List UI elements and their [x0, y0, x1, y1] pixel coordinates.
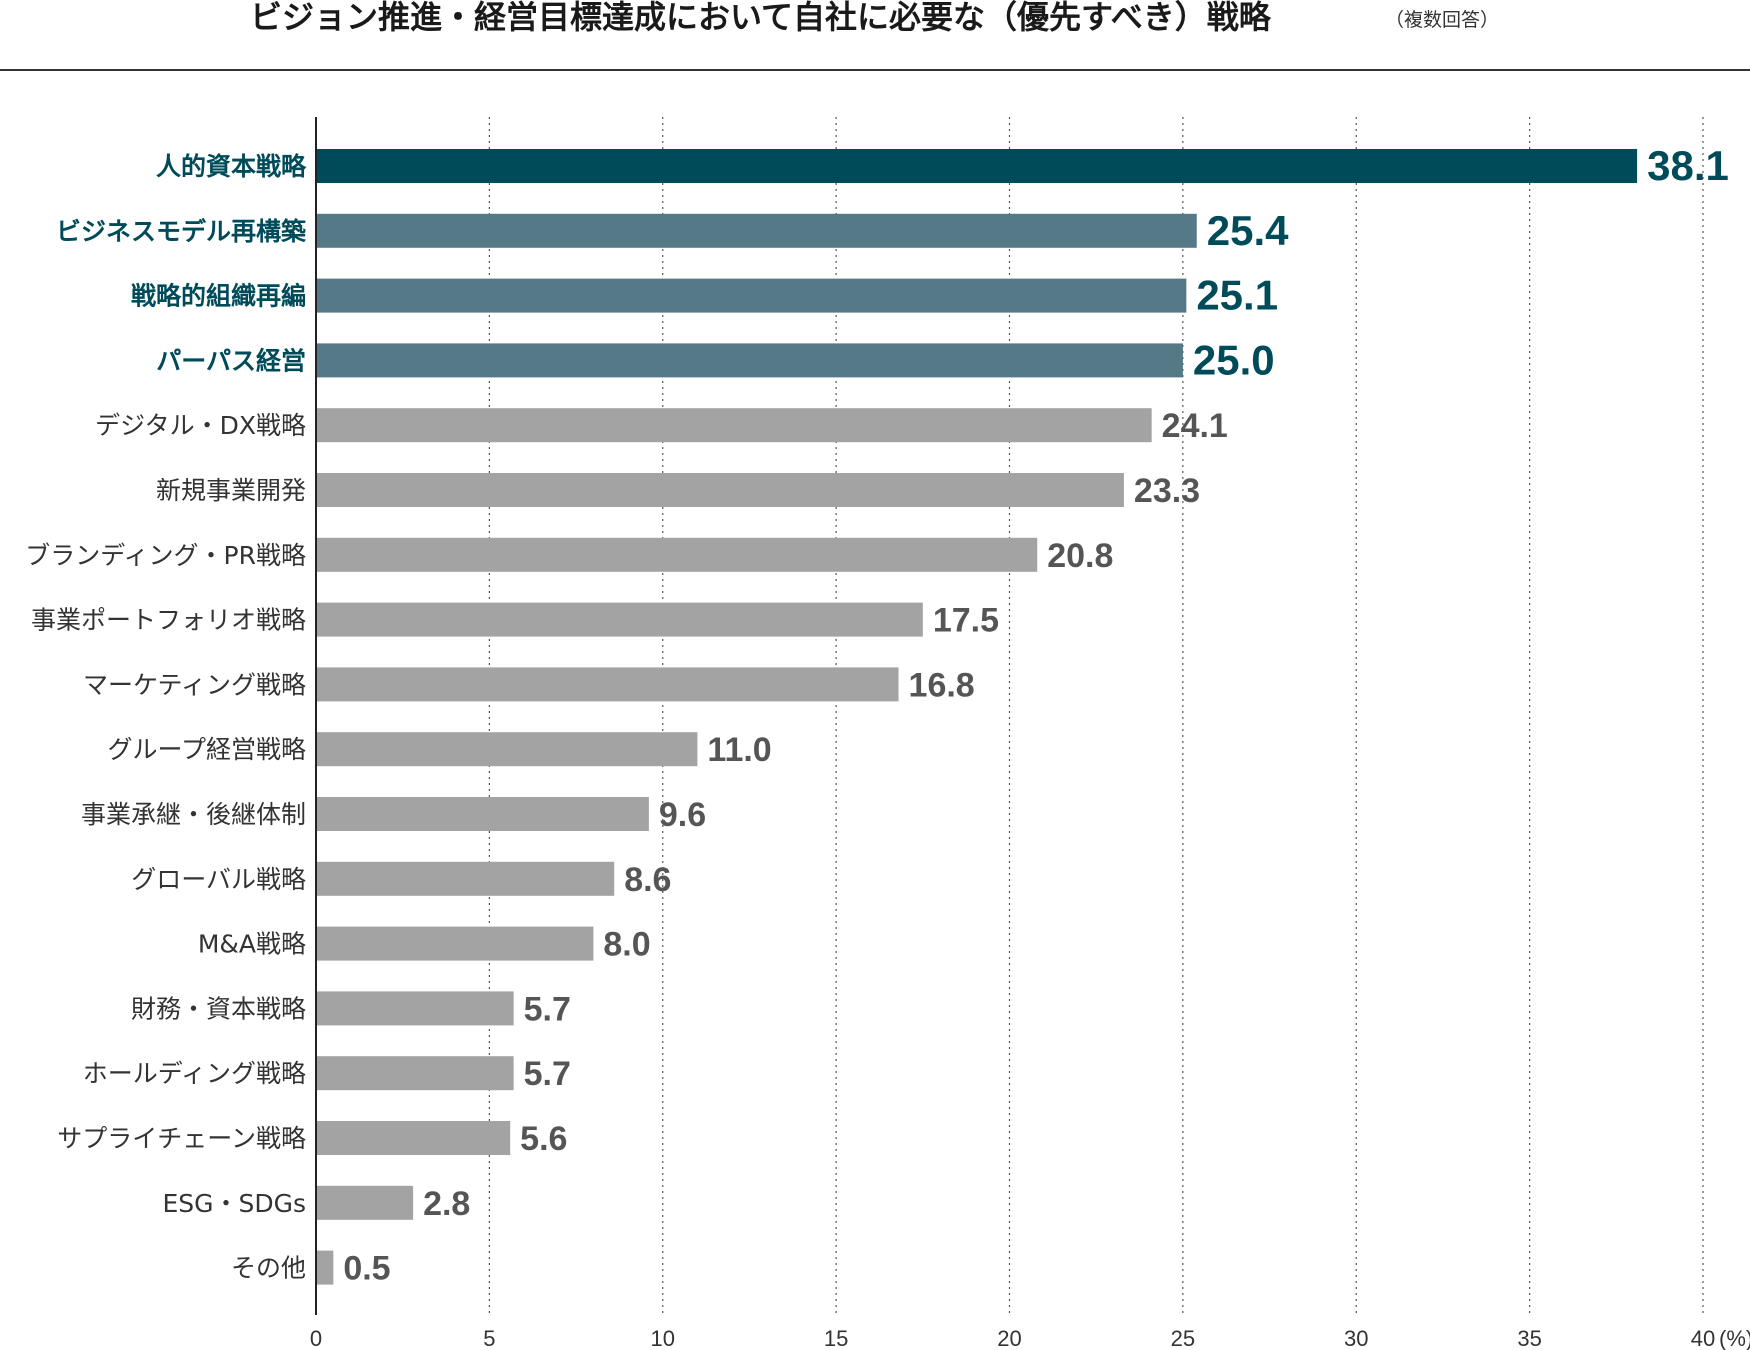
bar: [317, 1121, 511, 1155]
value-label: 0.5: [343, 1250, 390, 1288]
bar: [317, 408, 1152, 443]
category-label: ESG・SDGs: [162, 1189, 306, 1218]
bar: [317, 732, 698, 767]
category-label: パーパス経営: [156, 346, 306, 375]
x-tick-label: 35: [1517, 1326, 1541, 1350]
bars: [317, 149, 1638, 1285]
value-label: 23.3: [1134, 472, 1200, 510]
bar: [317, 278, 1187, 313]
x-tick-label: 10: [651, 1326, 675, 1350]
bar: [317, 343, 1183, 378]
x-tick-label: 5: [483, 1326, 495, 1350]
chart-title: ビジョン推進・経営目標達成において自社に必要な（優先すべき）戦略: [250, 0, 1272, 36]
value-label: 24.1: [1162, 407, 1228, 445]
bar: [317, 149, 1638, 183]
bar: [317, 602, 923, 637]
value-label: 11.0: [707, 731, 771, 769]
bar: [317, 667, 899, 702]
value-label: 20.8: [1047, 537, 1113, 575]
bar: [317, 213, 1197, 248]
category-label: ブランディング・PR戦略: [25, 541, 306, 570]
x-tick-label: 20: [997, 1326, 1021, 1350]
category-label: マーケティング戦略: [83, 670, 306, 699]
value-labels: 38.1 25.4 25.1 25.0 24.1 23.3 20.8 17.5 16.8 11.0…: [343, 142, 1729, 1288]
x-tick-label: 30: [1344, 1326, 1368, 1350]
value-label: 16.8: [909, 666, 975, 704]
category-label: グローバル戦略: [131, 865, 306, 894]
bar: [317, 861, 615, 896]
grid-lines: [488, 117, 1704, 1315]
value-label: 17.5: [933, 602, 999, 640]
x-axis-ticks: 0 5 10 15 20 25 30 35 40 (%): [310, 1326, 1750, 1350]
bar: [317, 991, 514, 1026]
value-label: 25.1: [1196, 272, 1278, 319]
category-label: デジタル・DX戦略: [95, 411, 306, 440]
category-label: 財務・資本戦略: [131, 994, 306, 1023]
x-tick-label: 25: [1171, 1326, 1195, 1350]
category-label: サプライチェーン戦略: [57, 1124, 306, 1153]
x-tick-label: 15: [824, 1326, 848, 1350]
category-label: ビジネスモデル再構築: [56, 217, 307, 246]
category-label: 事業承継・後継体制: [81, 800, 306, 829]
category-label: ホールディング戦略: [83, 1059, 306, 1088]
value-label: 5.7: [524, 990, 571, 1028]
x-tick-label: 40: [1691, 1326, 1715, 1350]
category-label: 戦略的組織再編: [131, 282, 306, 311]
value-label: 5.6: [520, 1120, 567, 1158]
value-label: 38.1: [1647, 142, 1729, 189]
value-label: 9.6: [659, 796, 706, 834]
chart-title-note: （複数回答）: [1385, 9, 1499, 31]
x-tick-label: 0: [310, 1326, 322, 1350]
value-label: 8.0: [603, 926, 650, 964]
bar: [317, 797, 649, 831]
value-label: 2.8: [423, 1185, 470, 1223]
category-label: 事業ポートフォリオ戦略: [31, 606, 306, 635]
category-label: グループ経営戦略: [107, 735, 306, 764]
bar: [317, 1056, 514, 1091]
category-label: 人的資本戦略: [156, 152, 307, 181]
value-label: 25.0: [1193, 336, 1275, 383]
bar: [317, 1185, 414, 1220]
bar: [317, 1250, 334, 1285]
category-label: M&A戦略: [198, 930, 306, 959]
value-label: 8.6: [624, 861, 671, 899]
bar: [317, 473, 1124, 507]
value-label: 5.7: [524, 1055, 571, 1093]
category-labels: 人的資本戦略ビジネスモデル再構築戦略的組織再編パーパス経営デジタル・DX戦略新規…: [25, 152, 307, 1283]
x-axis-unit: (%): [1719, 1326, 1750, 1350]
bar: [317, 537, 1038, 572]
value-label: 25.4: [1207, 207, 1289, 254]
category-label: その他: [231, 1254, 306, 1283]
category-label: 新規事業開発: [156, 476, 306, 505]
bar: [317, 926, 594, 961]
